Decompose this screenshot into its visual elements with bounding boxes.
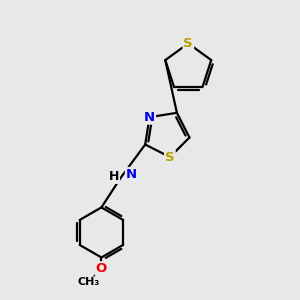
Text: S: S xyxy=(184,37,193,50)
Text: methoxy: methoxy xyxy=(88,281,94,282)
Text: O: O xyxy=(96,262,107,275)
Text: H: H xyxy=(109,170,119,183)
Text: N: N xyxy=(126,168,137,181)
Text: N: N xyxy=(144,111,155,124)
Text: S: S xyxy=(165,151,175,164)
Text: CH₃: CH₃ xyxy=(78,277,100,287)
